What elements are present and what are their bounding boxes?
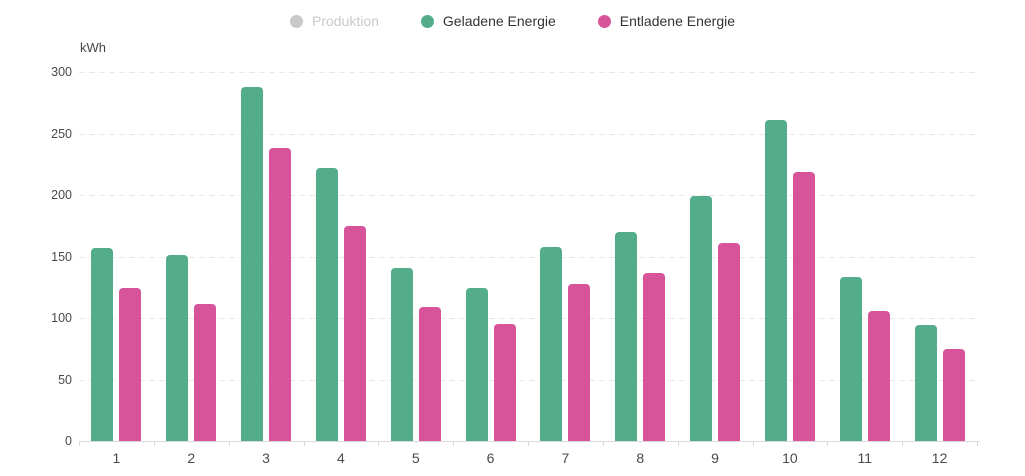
bar-group-month-5	[378, 72, 453, 441]
legend-item-produktion[interactable]: Produktion	[289, 12, 379, 30]
x-axis-tick	[977, 441, 978, 446]
x-axis-label: 10	[782, 450, 798, 466]
bar-entladene-energie-month-11	[867, 310, 890, 441]
legend-marker-produktion-icon	[289, 14, 303, 28]
y-axis-unit-label: kWh	[80, 40, 106, 55]
x-axis-label: 4	[337, 450, 345, 466]
gridline	[79, 318, 977, 319]
bar-geladene-energie-month-3	[241, 86, 264, 441]
y-axis-tick-label: 200	[51, 188, 72, 202]
bar-group-month-1	[79, 72, 154, 441]
x-axis-label: 7	[561, 450, 570, 466]
legend-label-geladene-energie: Geladene Energie	[442, 13, 556, 29]
bar-group-month-10	[752, 72, 827, 441]
bar-geladene-energie-month-7	[540, 246, 563, 441]
bar-geladene-energie-month-10	[764, 119, 787, 441]
y-axis-tick-label: 150	[51, 249, 72, 264]
x-axis-label: 11	[857, 450, 873, 466]
bar-geladene-energie-month-8	[615, 231, 638, 441]
bar-entladene-energie-month-5	[418, 306, 441, 441]
bar-entladene-energie-month-8	[643, 272, 666, 441]
x-axis-tick	[303, 441, 305, 446]
bar-geladene-energie-month-5	[390, 267, 413, 441]
bar-geladene-energie-month-9	[690, 196, 713, 441]
bar-group-month-6	[453, 72, 528, 441]
x-axis-tick	[378, 441, 380, 446]
legend-marker-geladene-energie-icon	[420, 14, 434, 28]
x-axis-tick	[79, 441, 80, 446]
bar-geladene-energie-month-2	[166, 255, 189, 441]
plot-area	[79, 72, 977, 441]
bar-entladene-energie-month-10	[792, 171, 815, 441]
bar-geladene-energie-month-1	[91, 247, 114, 441]
bar-entladene-energie-month-6	[493, 324, 516, 441]
bar-group-month-2	[154, 72, 229, 441]
legend-item-entladene-energie[interactable]: Entladene Energie	[597, 12, 735, 30]
x-axis-tick	[453, 441, 455, 446]
legend-marker-entladene-energie-icon	[597, 14, 611, 28]
legend-item-geladene-energie[interactable]: Geladene Energie	[420, 12, 556, 30]
gridline	[79, 133, 977, 135]
bar-geladene-energie-month-12	[914, 325, 937, 441]
gridline	[79, 195, 977, 196]
gridline	[79, 379, 977, 381]
bar-group-month-11	[827, 72, 902, 441]
bar-group-month-3	[229, 72, 304, 441]
bar-group-month-9	[678, 72, 753, 441]
x-axis-tick	[902, 441, 904, 446]
x-axis-tick	[752, 441, 754, 446]
bar-groups	[79, 72, 977, 441]
x-axis-tick	[827, 441, 829, 446]
x-axis-label: 3	[262, 450, 270, 466]
gridline	[79, 256, 977, 258]
x-axis-label: 1	[112, 450, 121, 466]
bar-entladene-energie-month-9	[718, 242, 741, 441]
x-axis-tick	[677, 441, 679, 446]
y-axis-tick-label: 50	[58, 372, 72, 387]
bar-geladene-energie-month-6	[465, 288, 488, 441]
y-axis-tick-label: 0	[65, 434, 72, 448]
x-axis-tick	[153, 441, 155, 446]
bar-geladene-energie-month-11	[839, 277, 862, 441]
bar-group-month-12	[902, 72, 977, 441]
bar-entladene-energie-month-1	[119, 288, 142, 441]
legend-label-produktion: Produktion	[311, 13, 379, 29]
x-axis-tick	[228, 441, 230, 446]
x-axis-tick	[528, 441, 529, 446]
x-axis-line	[79, 441, 980, 442]
y-axis-tick-label: 250	[51, 126, 72, 141]
legend: Produktion Geladene Energie Entladene En…	[0, 12, 1025, 30]
gridline	[79, 72, 977, 73]
x-axis-label: 12	[931, 450, 948, 466]
bar-entladene-energie-month-7	[568, 283, 591, 441]
y-axis-tick-label: 300	[51, 65, 72, 79]
legend-label-entladene-energie: Entladene Energie	[619, 13, 735, 29]
bar-entladene-energie-month-12	[942, 348, 965, 441]
x-axis-label: 5	[411, 450, 420, 466]
bar-group-month-8	[603, 72, 678, 441]
bar-entladene-energie-month-4	[343, 225, 366, 441]
x-axis-label: 2	[187, 450, 196, 466]
bar-entladene-energie-month-2	[194, 304, 217, 441]
x-axis-label: 8	[636, 450, 645, 466]
bar-geladene-energie-month-4	[315, 167, 338, 441]
x-axis-label: 6	[486, 450, 495, 466]
x-axis-tick	[602, 441, 604, 446]
x-axis-label: 9	[711, 450, 719, 466]
bar-group-month-7	[528, 72, 603, 441]
y-axis-tick-label: 100	[51, 311, 72, 325]
bar-group-month-4	[303, 72, 378, 441]
bar-entladene-energie-month-3	[269, 148, 292, 441]
